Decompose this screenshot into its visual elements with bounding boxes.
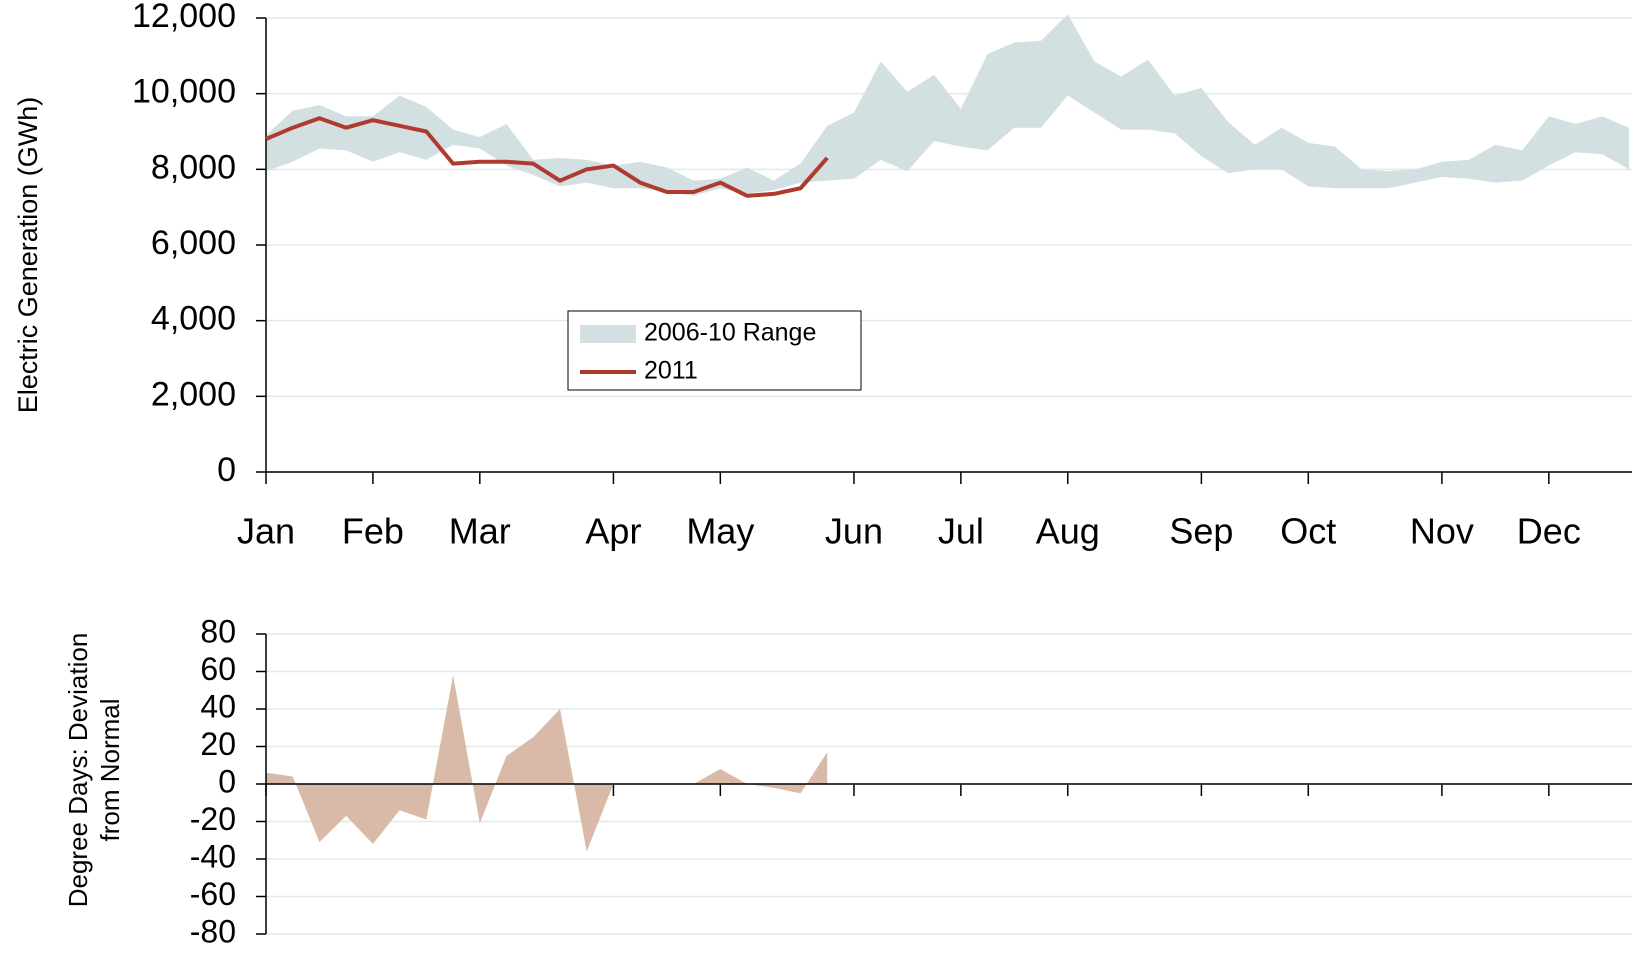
y-tick-label: 40 xyxy=(200,688,236,724)
y-axis-label: from Normal xyxy=(95,698,125,841)
x-tick-label: Oct xyxy=(1280,511,1336,552)
y-tick-label: 12,000 xyxy=(132,0,236,35)
y-tick-label: 6,000 xyxy=(151,224,236,262)
y-axis-label: Electric Generation (GWh) xyxy=(13,97,43,414)
y-tick-label: -60 xyxy=(190,876,236,912)
y-tick-label: 20 xyxy=(200,726,236,762)
y-tick-label: 4,000 xyxy=(151,300,236,338)
line-2011 xyxy=(265,116,829,198)
legend-swatch xyxy=(580,325,636,343)
legend-label: 2006-10 Range xyxy=(644,319,816,347)
x-tick-label: Apr xyxy=(585,511,641,552)
deviation-area xyxy=(266,675,828,852)
y-tick-label: 80 xyxy=(200,613,236,649)
x-tick-label: Nov xyxy=(1410,511,1474,552)
x-tick-label: Mar xyxy=(449,511,511,552)
x-tick-label: Aug xyxy=(1036,511,1100,552)
x-tick-label: Feb xyxy=(342,511,404,552)
y-tick-label: 0 xyxy=(218,763,236,799)
x-tick-label: Jun xyxy=(825,511,883,552)
y-tick-label: -20 xyxy=(190,801,236,837)
legend-box xyxy=(567,310,862,391)
y-tick-label: -40 xyxy=(190,838,236,874)
y-tick-label: 0 xyxy=(217,451,236,489)
x-tick-label: Jul xyxy=(938,511,984,552)
range-band xyxy=(266,14,1629,196)
y-tick-label: 10,000 xyxy=(132,73,236,111)
y-axis-label: Degree Days: Deviation xyxy=(63,633,93,908)
y-tick-label: 60 xyxy=(200,651,236,687)
x-tick-label: Dec xyxy=(1517,511,1581,552)
legend-label: 2011 xyxy=(644,357,698,385)
x-tick-label: Jan xyxy=(237,511,295,552)
x-tick-label: Sep xyxy=(1169,511,1233,552)
y-tick-label: 2,000 xyxy=(151,375,236,413)
y-tick-label: 8,000 xyxy=(151,148,236,186)
y-tick-label: -80 xyxy=(190,913,236,949)
x-tick-label: May xyxy=(686,511,754,552)
